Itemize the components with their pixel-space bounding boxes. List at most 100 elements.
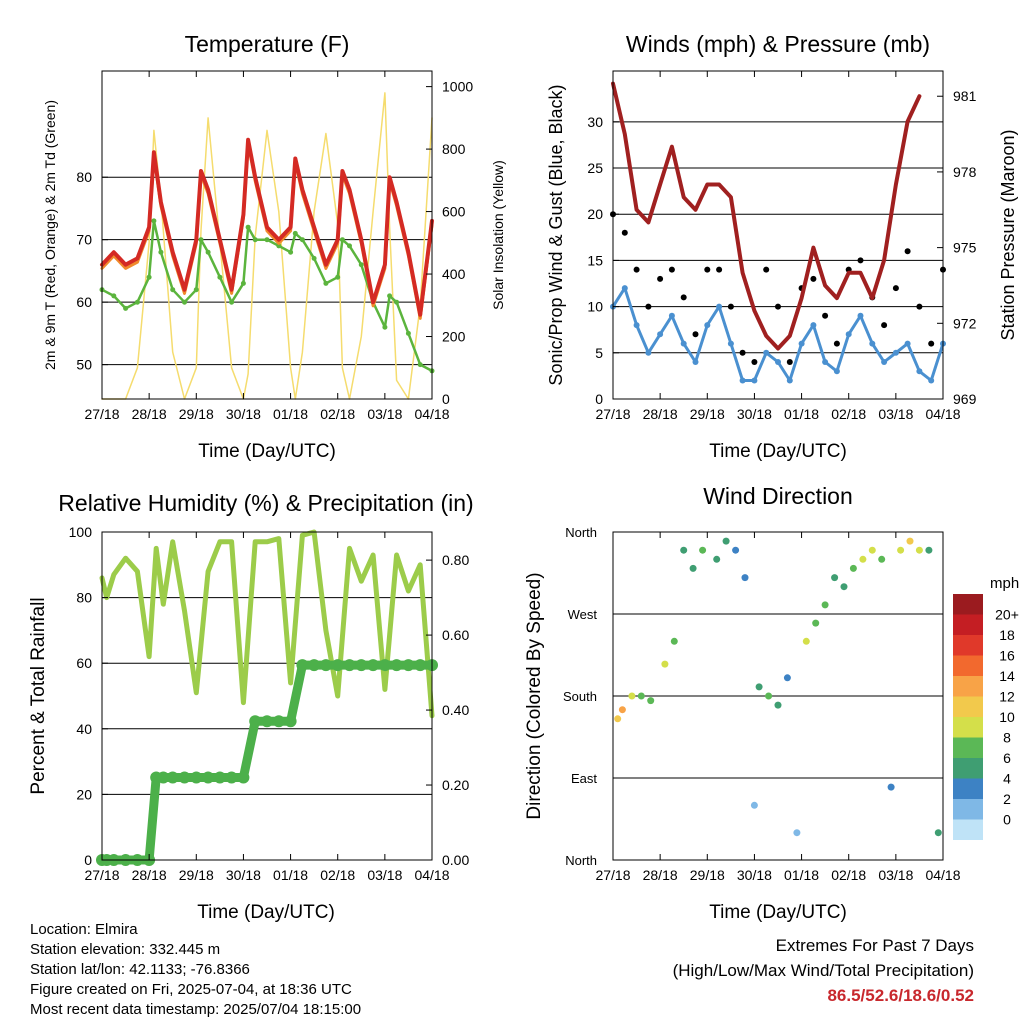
rain-point xyxy=(284,715,297,728)
temp-2m-line xyxy=(100,137,434,317)
dewpoint-point xyxy=(405,330,411,336)
rain-point xyxy=(249,715,262,728)
gust-point xyxy=(810,275,817,282)
direction-point xyxy=(859,555,867,563)
winds-title: Winds (mph) & Pressure (mb) xyxy=(626,31,930,57)
dewpoint-point xyxy=(111,293,117,299)
direction-point xyxy=(722,537,730,545)
winds-xtick-label: 04/18 xyxy=(925,406,960,422)
wind-speed-point xyxy=(822,359,829,365)
direction-point xyxy=(821,601,829,609)
winds-xtick-label: 29/18 xyxy=(690,406,725,422)
direction-xtick-label: 03/18 xyxy=(878,867,913,883)
winds-ytick2-label: 975 xyxy=(953,240,977,256)
legend-swatch xyxy=(953,737,983,758)
rain-point xyxy=(355,659,368,672)
direction-point xyxy=(680,546,688,554)
legend-label: 2 xyxy=(1003,791,1011,807)
extremes-values: 86.5/52.6/18.6/0.52 xyxy=(827,986,974,1005)
temperature-ytick2-label: 600 xyxy=(442,204,466,220)
rain-point xyxy=(390,659,403,672)
direction-point xyxy=(906,537,914,545)
temperature-ytick2-label: 0 xyxy=(442,391,450,407)
humidity-xlabel: Time (Day/UTC) xyxy=(197,902,335,923)
dewpoint-point xyxy=(182,299,187,305)
rh-line xyxy=(99,529,435,719)
rain-point xyxy=(213,771,226,784)
humidity-ytick2-label: 0.40 xyxy=(442,702,469,718)
winds-xtick-label: 03/18 xyxy=(878,406,913,422)
pressure-series xyxy=(611,81,922,351)
winds-frame xyxy=(612,70,944,400)
winds-xlabel: Time (Day/UTC) xyxy=(709,441,847,462)
direction-point xyxy=(878,555,886,563)
temperature-ytick-label: 80 xyxy=(76,169,92,185)
humidity-title: Relative Humidity (%) & Precipitation (i… xyxy=(58,490,473,516)
direction-point xyxy=(647,697,655,705)
dewpoint-point xyxy=(394,299,400,305)
rain-point xyxy=(202,771,215,784)
direction-point xyxy=(713,555,721,563)
humidity-xtick-label: 01/18 xyxy=(273,867,308,883)
wind-speed-point xyxy=(786,377,793,384)
rain-point xyxy=(343,659,356,672)
winds-xtick-label: 27/18 xyxy=(595,406,630,422)
dewpoint-point xyxy=(245,224,251,230)
gust-point xyxy=(833,340,840,347)
wind-speed-point xyxy=(904,340,911,347)
legend-swatch xyxy=(953,799,983,820)
wind-speed-point xyxy=(857,312,864,319)
direction-point xyxy=(840,583,848,591)
temperature-ylabel-left: 2m & 9m T (Red, Orange) & 2m Td (Green) xyxy=(42,100,58,370)
gust-point xyxy=(822,312,829,319)
direction-point xyxy=(887,783,895,791)
wind-speed-point xyxy=(621,285,628,292)
temperature-xtick-label: 01/18 xyxy=(273,406,308,422)
temperature-series xyxy=(100,137,434,320)
direction-point xyxy=(831,574,839,582)
dewpoint-point xyxy=(193,287,199,293)
winds-xtick-label: 30/18 xyxy=(737,406,772,422)
winds-ytick-label: 30 xyxy=(587,114,603,130)
dewpoint-point xyxy=(299,237,305,243)
legend-swatch xyxy=(953,614,983,635)
wind-speed-point xyxy=(645,349,652,356)
dewpoint-point xyxy=(170,287,176,293)
direction-point xyxy=(793,829,801,837)
pressure-line xyxy=(611,81,922,351)
dewpoint-point xyxy=(158,249,164,255)
wind-speed-point xyxy=(633,322,640,329)
legend-label: 20+ xyxy=(995,607,1019,623)
wind-speed-point xyxy=(928,377,935,384)
rain-point xyxy=(261,715,273,728)
winds-ytick-label: 0 xyxy=(595,391,603,407)
legend-label: 0 xyxy=(1003,812,1011,828)
temperature-xlabel: Time (Day/UTC) xyxy=(198,441,336,462)
dewpoint-point xyxy=(217,274,223,280)
direction-frame xyxy=(612,531,944,861)
humidity-ytick-label: 100 xyxy=(69,524,93,540)
dewpoint-point xyxy=(288,249,294,255)
wind-speed-point xyxy=(810,322,817,329)
temperature-xtick-label: 03/18 xyxy=(367,406,402,422)
winds-ytick2-label: 969 xyxy=(953,391,977,407)
wind-speed-point xyxy=(881,359,888,365)
direction-point xyxy=(741,574,749,582)
direction-xtick-label: 04/18 xyxy=(925,867,960,883)
dewpoint-point xyxy=(417,362,423,368)
rain-point xyxy=(414,659,427,672)
winds-ylabel-right: Station Pressure (Maroon) xyxy=(998,129,1018,340)
direction-point xyxy=(732,546,740,554)
dewpoint-series xyxy=(99,218,435,374)
rain-point xyxy=(225,771,238,784)
dewpoint-point xyxy=(347,243,352,249)
humidity-panel: Relative Humidity (%) & Precipitation (i… xyxy=(28,490,474,923)
humidity-ytick-label: 60 xyxy=(76,655,92,671)
gust-point xyxy=(786,359,793,365)
dewpoint-point xyxy=(387,293,393,299)
direction-xtick-label: 27/18 xyxy=(595,867,630,883)
extremes-box: Extremes For Past 7 Days (High/Low/Max W… xyxy=(673,933,974,1008)
temperature-xtick-label: 28/18 xyxy=(132,406,167,422)
wind-speed-point xyxy=(680,340,687,347)
legend-label: 14 xyxy=(999,668,1015,684)
